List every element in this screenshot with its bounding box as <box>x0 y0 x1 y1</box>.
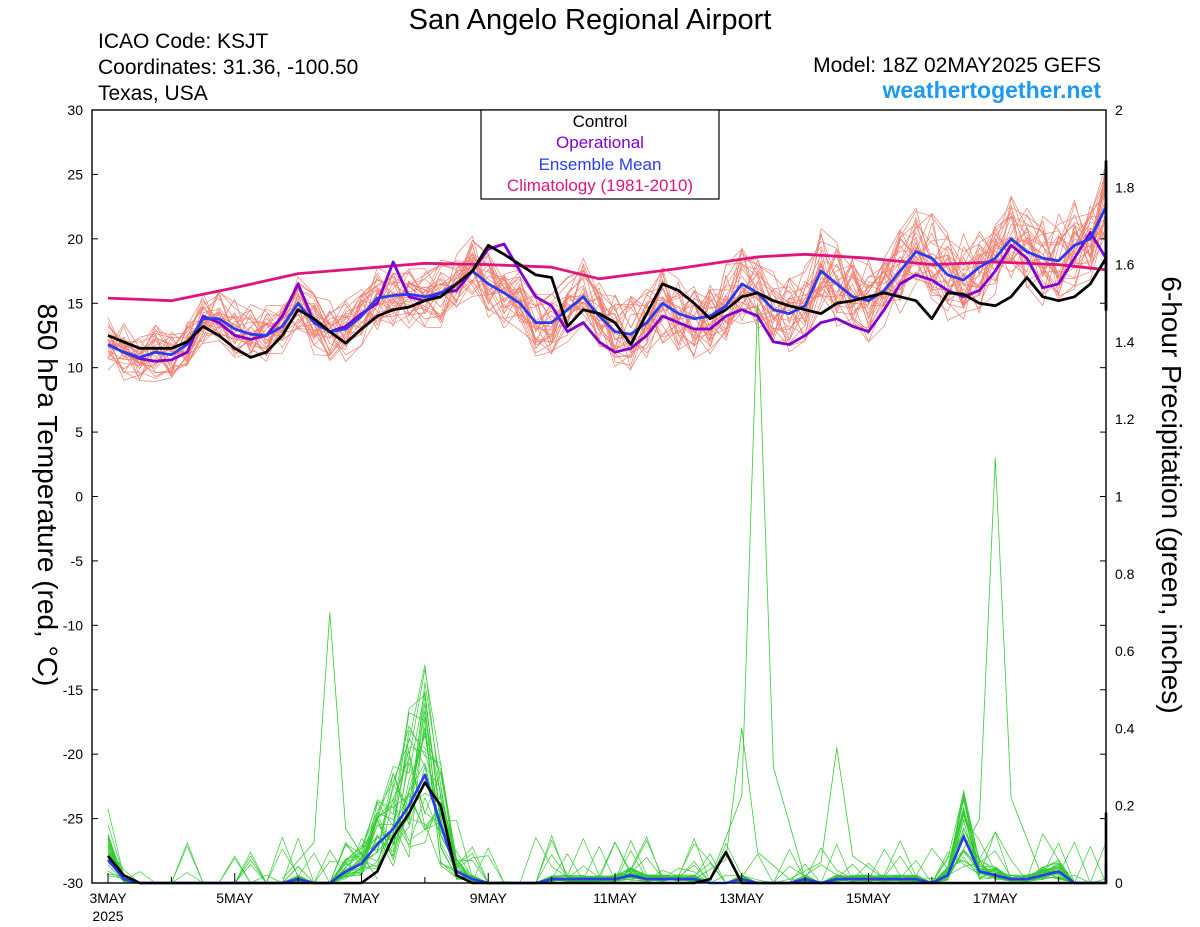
right-tick-label: 1.2 <box>1115 411 1135 427</box>
x-tick-label: 3MAY <box>89 890 127 906</box>
left-axis: 30 25 20 15 10 5 0 -5 -10 -15 -20 -25 -30 <box>63 102 1106 891</box>
right-tick-label: 0.4 <box>1115 720 1135 736</box>
region: Texas, USA <box>98 82 208 105</box>
x-tick-label: 11MAY <box>593 890 637 906</box>
x-tick-label: 13MAY <box>719 890 765 906</box>
left-tick-label: 10 <box>67 360 83 376</box>
precip-member-line <box>107 664 1107 884</box>
precip-member-spike <box>789 747 885 880</box>
x-axis: 3MAY 5MAY 7MAY 9MAY 11MAY 13MAY 15MAY 17MAY 2025 <box>89 873 1060 924</box>
left-tick-label: 30 <box>67 102 83 118</box>
legend-box <box>480 109 720 200</box>
precip-member-spike <box>693 728 790 880</box>
left-tick-label: -25 <box>63 811 83 827</box>
precip-member-spike <box>709 302 806 880</box>
precip-member-spike <box>281 612 378 880</box>
left-tick-label: -5 <box>71 553 84 569</box>
right-tick-label: 1.6 <box>1115 257 1135 273</box>
left-tick-label: -20 <box>63 746 83 762</box>
legend-operational: Operational <box>556 133 644 152</box>
x-tick-label: 15MAY <box>846 890 892 906</box>
left-tick-label: -30 <box>63 875 83 891</box>
right-tick-label: 1.8 <box>1115 179 1135 195</box>
right-tick-label: 1 <box>1115 489 1123 505</box>
precip-member-line <box>107 668 1107 884</box>
icao-code: ICAO Code: KSJT <box>98 30 269 53</box>
left-tick-label: -15 <box>63 682 83 698</box>
left-tick-label: 15 <box>67 295 83 311</box>
x-year-label: 2025 <box>92 908 123 924</box>
climatology-line <box>107 252 1108 303</box>
x-tick-label: 7MAY <box>343 890 381 906</box>
y-left-label: 850 hPa Temperature (red, °C) <box>32 304 63 687</box>
precip-ensemble-members <box>107 302 1107 884</box>
precip-member-line <box>107 732 1107 884</box>
left-tick-label: 20 <box>67 231 83 247</box>
plot-frame <box>91 109 1107 884</box>
precip-member-spike <box>947 457 1044 880</box>
right-tick-label: 2 <box>1115 102 1123 118</box>
x-tick-label: 5MAY <box>216 890 254 906</box>
x-tick-label: 9MAY <box>470 890 508 906</box>
left-tick-label: 25 <box>67 166 83 182</box>
coordinates: Coordinates: 31.36, -100.50 <box>98 56 358 79</box>
x-tick-label: 17MAY <box>973 890 1019 906</box>
legend-control: Control <box>573 112 628 131</box>
right-axis: 2 1.8 1.6 1.4 1.2 1 0.8 0.6 0.4 0.2 0 <box>1115 102 1135 891</box>
y-right-label: 6-hour Precipitation (green, inches) <box>1156 276 1187 713</box>
right-tick-label: 0.8 <box>1115 566 1135 582</box>
right-tick-label: 0.6 <box>1115 643 1135 659</box>
legend-ensemble-mean: Ensemble Mean <box>539 155 662 174</box>
left-tick-label: 0 <box>75 489 83 505</box>
legend: Control Operational Ensemble Mean Climat… <box>480 109 720 200</box>
chart-title: San Angelo Regional Airport <box>409 4 772 36</box>
left-tick-label: 5 <box>75 424 83 440</box>
right-tick-label: 0.2 <box>1115 798 1135 814</box>
legend-climatology: Climatology (1981-2010) <box>507 176 693 195</box>
right-tick-label: 0 <box>1115 875 1123 891</box>
model-run: Model: 18Z 02MAY2025 GEFS <box>813 54 1101 77</box>
site-link[interactable]: weathertogether.net <box>881 77 1101 103</box>
left-tick-label: -10 <box>63 617 83 633</box>
right-tick-label: 1.4 <box>1115 334 1135 350</box>
